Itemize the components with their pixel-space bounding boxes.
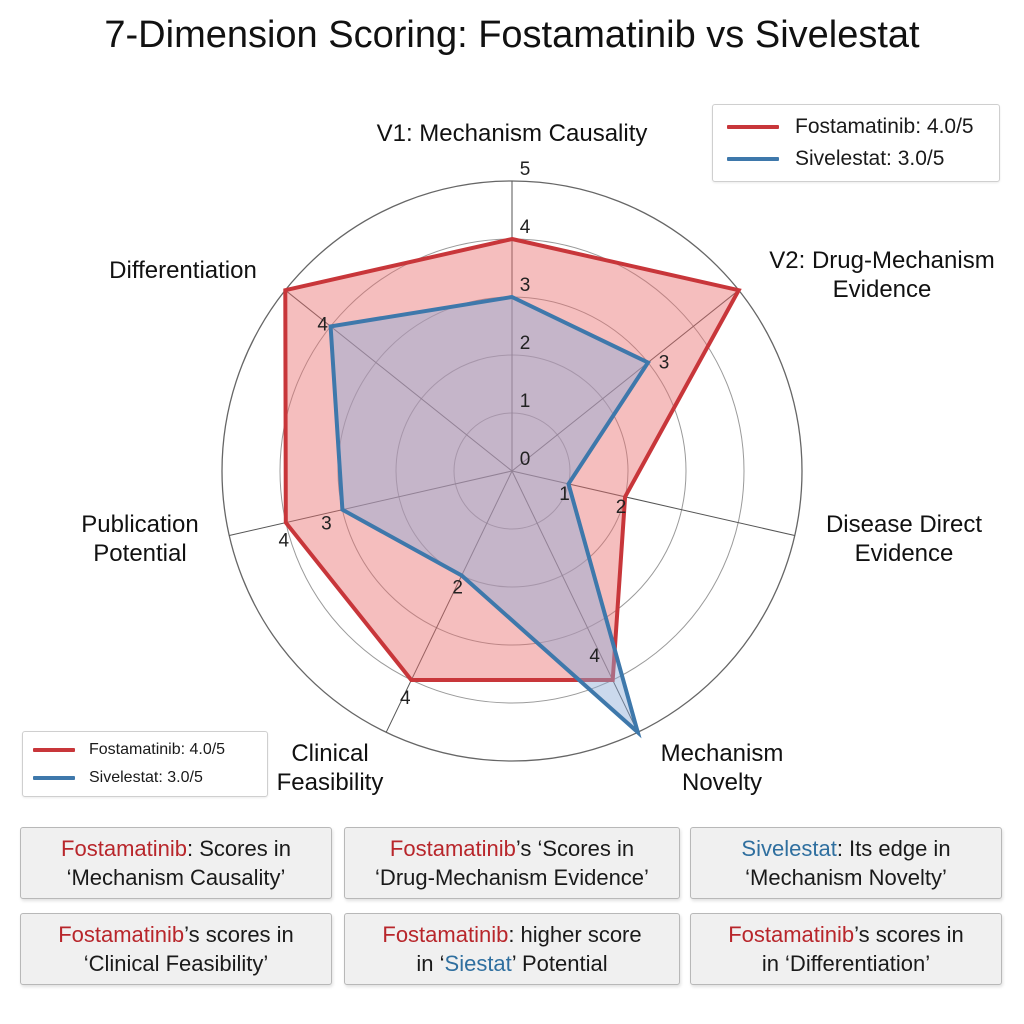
radial-tick-label: 0 bbox=[520, 449, 531, 470]
note-mechanism-novelty: Sivelestat: Its edge in ‘Mechanism Novel… bbox=[690, 827, 1002, 899]
legend-swatch-sivelestat bbox=[33, 776, 75, 780]
note-clinical-feasibility: Fostamatinib’s scores in ‘Clinical Feasi… bbox=[20, 913, 332, 985]
axis-spoke bbox=[511, 289, 740, 472]
note-differentiation: Fostamatinib’s scores in in ‘Differentia… bbox=[690, 913, 1002, 985]
note-drug-name: Fostamatinib bbox=[61, 836, 187, 861]
legend-label-fostamatinib: Fostamatinib: 4.0/5 bbox=[89, 741, 226, 758]
axis-spoke bbox=[511, 470, 795, 537]
note-publication-potential: Fostamatinib: higher score in ‘Siestat’ … bbox=[344, 913, 680, 985]
note-line-2: ‘Mechanism Causality’ bbox=[66, 865, 286, 890]
note-line-2: ‘Clinical Feasibility’ bbox=[83, 951, 269, 976]
legend-swatch-fostamatinib bbox=[33, 748, 75, 752]
series-fostamatinib bbox=[283, 236, 742, 682]
note-drug-name: Fostamatinib bbox=[382, 922, 509, 947]
axis-label: Mechanism bbox=[661, 740, 784, 767]
point-value-label: 3 bbox=[659, 353, 670, 374]
note-line-2: in ‘Differentiation’ bbox=[761, 951, 931, 976]
note-highlight: Siestat bbox=[444, 951, 512, 976]
legend-entry-fostamatinib: Fostamatinib: 4.0/5 bbox=[23, 736, 267, 764]
note-line-1: Fostamatinib’s scores in bbox=[58, 920, 294, 949]
note-text: in ‘ bbox=[416, 951, 445, 976]
note-line-2: ‘Drug-Mechanism Evidence’ bbox=[375, 865, 649, 890]
axis-label: Evidence bbox=[855, 540, 954, 567]
note-line-1: Fostamatinib: Scores in bbox=[61, 834, 291, 863]
legend-entry-sivelestat: Sivelestat: 3.0/5 bbox=[23, 764, 267, 792]
note-drug-name: Sivelestat bbox=[741, 836, 837, 861]
note-text: : Its edge in bbox=[836, 836, 951, 861]
axis-label: Publication bbox=[81, 511, 198, 538]
series-sivelestat bbox=[328, 294, 651, 739]
axis-label: V1: Mechanism Causality bbox=[377, 120, 648, 147]
axis-spoke bbox=[385, 470, 513, 733]
note-drug-mechanism-evidence: Fostamatinib’s ‘Scores in ‘Drug-Mechanis… bbox=[344, 827, 680, 899]
axis-label: Feasibility bbox=[277, 769, 384, 796]
radial-tick-label: 3 bbox=[520, 275, 531, 296]
axis-label: Potential bbox=[93, 540, 186, 567]
note-line-2: ‘Mechanism Novelty’ bbox=[745, 865, 947, 890]
axis-label: Novelty bbox=[682, 769, 762, 796]
legend-swatch-sivelestat bbox=[727, 157, 779, 161]
note-text: ’ Potential bbox=[511, 951, 608, 976]
axis-spoke bbox=[229, 470, 513, 537]
axis-label: V2: Drug-Mechanism bbox=[769, 247, 994, 274]
axis-label: Differentiation bbox=[109, 257, 257, 284]
note-drug-name: Fostamatinib bbox=[389, 836, 516, 861]
note-text: ’s ‘Scores in bbox=[515, 836, 635, 861]
point-value-label: 1 bbox=[559, 484, 570, 505]
legend-label-sivelestat: Sivelestat: 3.0/5 bbox=[89, 769, 203, 786]
note-line-1: Fostamatinib’s ‘Scores in bbox=[390, 834, 634, 863]
legend-swatch-fostamatinib bbox=[727, 125, 779, 129]
point-value-label: 2 bbox=[452, 578, 463, 599]
legend-top: Fostamatinib: 4.0/5 Sivelestat: 3.0/5 bbox=[712, 104, 1000, 182]
note-line-1: Sivelestat: Its edge in bbox=[741, 834, 950, 863]
point-value-label: 4 bbox=[589, 646, 600, 667]
note-mechanism-causality: Fostamatinib: Scores in ‘Mechanism Causa… bbox=[20, 827, 332, 899]
point-value-label: 3 bbox=[321, 514, 332, 535]
legend-entry-sivelestat: Sivelestat: 3.0/5 bbox=[713, 143, 999, 175]
point-value-label: 2 bbox=[616, 497, 627, 518]
axis-label: Disease Direct bbox=[826, 511, 982, 538]
note-text: ’s scores in bbox=[184, 922, 294, 947]
legend-label-sivelestat: Sivelestat: 3.0/5 bbox=[795, 147, 945, 170]
legend-bottom: Fostamatinib: 4.0/5 Sivelestat: 3.0/5 bbox=[22, 731, 268, 797]
legend-label-fostamatinib: Fostamatinib: 4.0/5 bbox=[795, 115, 974, 138]
radial-tick-label: 1 bbox=[520, 391, 531, 412]
note-text: : higher score bbox=[508, 922, 642, 947]
radial-tick-label: 5 bbox=[520, 159, 531, 180]
radial-tick-label: 2 bbox=[520, 333, 531, 354]
note-line-1: Fostamatinib’s scores in bbox=[728, 920, 964, 949]
note-drug-name: Fostamatinib bbox=[728, 922, 855, 947]
radial-tick-label: 4 bbox=[520, 217, 531, 238]
axis-label: Evidence bbox=[833, 276, 932, 303]
point-value-label: 4 bbox=[279, 531, 290, 552]
point-value-label: 4 bbox=[400, 688, 411, 709]
note-text: ’s scores in bbox=[854, 922, 964, 947]
point-value-label: 4 bbox=[317, 314, 328, 335]
note-drug-name: Fostamatinib bbox=[58, 922, 185, 947]
legend-entry-fostamatinib: Fostamatinib: 4.0/5 bbox=[713, 111, 999, 143]
axis-label: Clinical bbox=[291, 740, 368, 767]
note-line-2: in ‘Siestat’ Potential bbox=[416, 949, 607, 978]
axis-spoke bbox=[284, 289, 513, 472]
note-line-1: Fostamatinib: higher score bbox=[382, 920, 641, 949]
axis-spoke bbox=[511, 470, 639, 733]
chart-title: 7-Dimension Scoring: Fostamatinib vs Siv… bbox=[104, 14, 920, 56]
note-text: : Scores in bbox=[187, 836, 291, 861]
